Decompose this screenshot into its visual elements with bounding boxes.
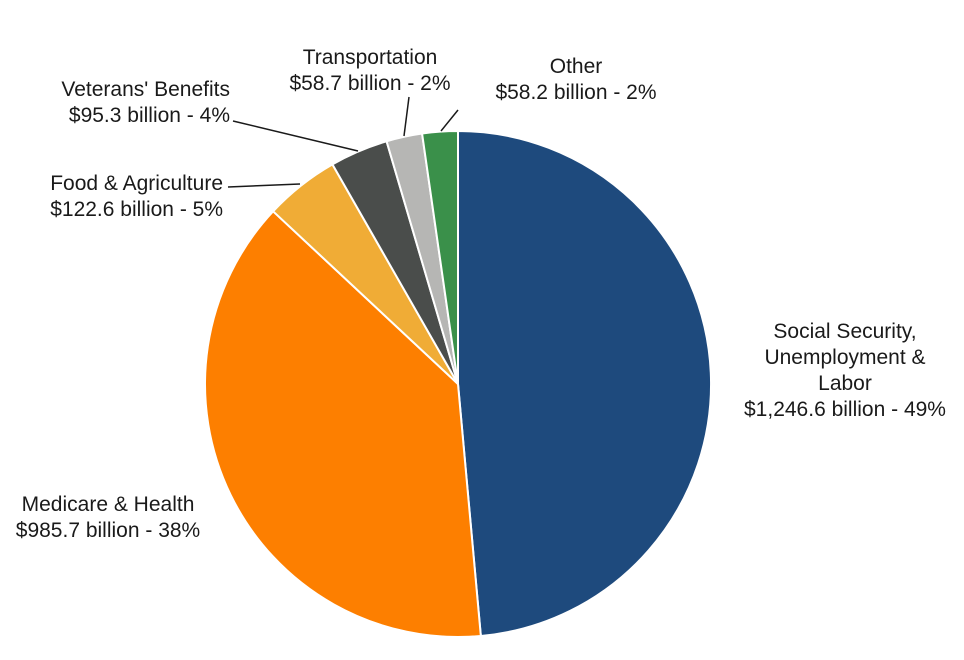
slice-value-label-5: $58.2 billion - 2% [495, 81, 656, 104]
slice-value-label-0: $1,246.6 billion - 49% [744, 398, 946, 421]
slice-value-label-1: $985.7 billion - 38% [16, 519, 200, 542]
pie-slice-0 [457, 130, 712, 637]
slice-value-label-2: $122.6 billion - 5% [50, 198, 223, 221]
leader-line-2 [227, 183, 301, 188]
leader-line-3 [232, 120, 359, 152]
slice-value-label-3: $95.3 billion - 4% [69, 104, 230, 127]
slice-label-4: Transportation [303, 46, 438, 69]
slice-label-1: Medicare & Health [22, 493, 195, 516]
pie-slice-5 [421, 129, 459, 385]
slice-label-0: Labor [818, 372, 872, 395]
slice-label-0: Social Security, [773, 320, 916, 343]
pie-slice-1 [204, 210, 482, 638]
slice-label-3: Veterans' Benefits [61, 78, 230, 101]
slice-label-2: Food & Agriculture [50, 172, 223, 195]
leader-line-5 [440, 109, 459, 132]
slice-label-0: Unemployment & [764, 346, 925, 369]
leader-line-4 [403, 96, 410, 137]
slice-value-label-4: $58.7 billion - 2% [289, 72, 450, 95]
slice-label-5: Other [550, 55, 603, 78]
